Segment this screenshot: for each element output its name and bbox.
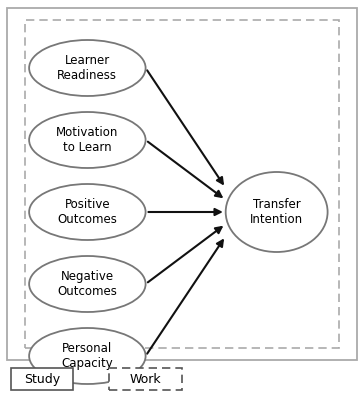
Ellipse shape: [29, 40, 146, 96]
Ellipse shape: [29, 184, 146, 240]
Text: Work: Work: [130, 373, 161, 386]
Bar: [7, 8, 357, 360]
Text: Personal
Capacity: Personal Capacity: [62, 342, 113, 370]
Text: Motivation
to Learn: Motivation to Learn: [56, 126, 119, 154]
Text: Study: Study: [24, 373, 60, 386]
Bar: [109, 368, 182, 390]
Text: Learner
Readiness: Learner Readiness: [58, 54, 117, 82]
Text: Positive
Outcomes: Positive Outcomes: [58, 198, 117, 226]
Ellipse shape: [29, 256, 146, 312]
Text: Transfer
Intention: Transfer Intention: [250, 198, 303, 226]
Ellipse shape: [226, 172, 328, 252]
Bar: [11, 368, 73, 390]
Ellipse shape: [29, 328, 146, 384]
Bar: [25, 20, 339, 348]
Text: Negative
Outcomes: Negative Outcomes: [58, 270, 117, 298]
Ellipse shape: [29, 112, 146, 168]
